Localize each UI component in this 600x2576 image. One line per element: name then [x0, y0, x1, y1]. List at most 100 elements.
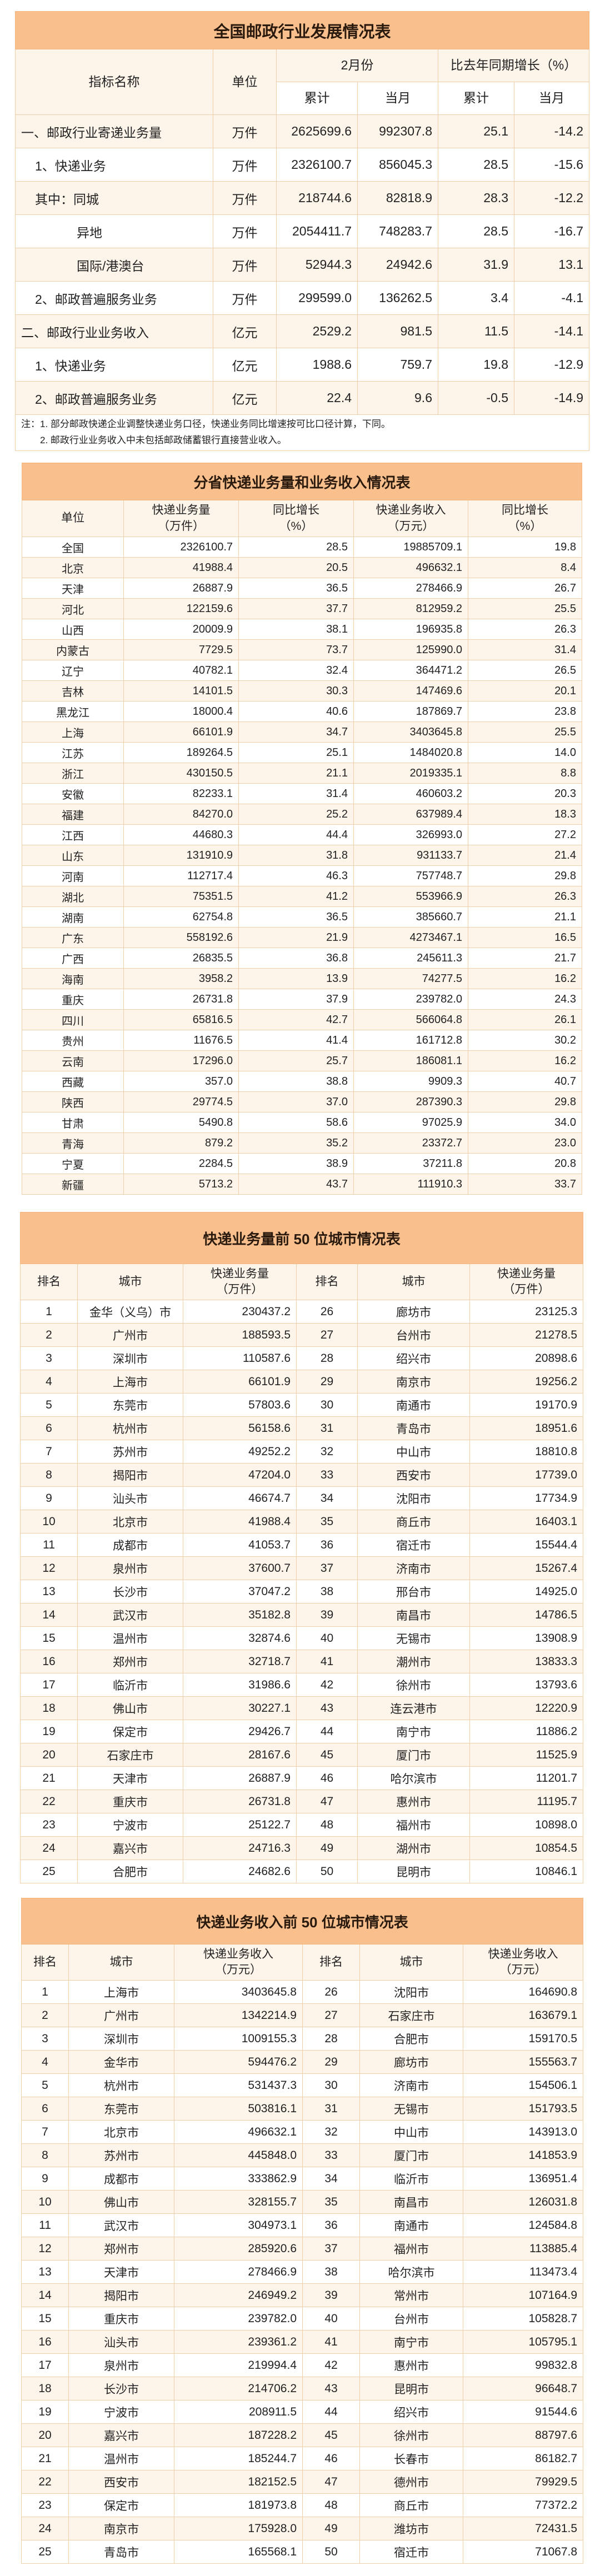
value-cell: 15544.4: [469, 1533, 584, 1557]
value-cell: 430150.5: [123, 763, 239, 784]
value-cell: 15267.4: [469, 1556, 584, 1580]
table-row: 13 长沙市 37047.2 38 邢台市 14925.0: [20, 1580, 584, 1603]
column-header: 城市: [77, 1264, 183, 1300]
value-cell: 20.5: [238, 557, 354, 578]
value-cell: 25.5: [468, 721, 582, 743]
value-cell: 20.8: [468, 1153, 582, 1174]
value-cell: 33.7: [468, 1174, 582, 1195]
table-row: 江西 44680.3 44.4 326993.0 27.2: [22, 824, 582, 845]
label-cell: 7: [20, 1440, 78, 1464]
label-cell: 40: [296, 1626, 358, 1650]
value-cell: 326993.0: [353, 824, 468, 845]
label-cell: 中山市: [359, 2120, 463, 2144]
label-cell: 东莞市: [77, 1393, 183, 1417]
growth-cumulative: 25.1: [438, 114, 514, 148]
label-cell: 23: [20, 1813, 78, 1837]
value-cell: 10898.0: [469, 1813, 584, 1837]
value-cell: 30.2: [468, 1030, 582, 1051]
value-cell: 56158.6: [183, 1416, 297, 1440]
value-cell: 105795.1: [462, 2330, 584, 2354]
header-indicator-name: 指标名称: [15, 49, 213, 115]
label-cell: 14: [20, 1603, 78, 1627]
value-cell: 26.3: [468, 886, 582, 907]
table-row: 二、邮政行业业务收入 亿元 2529.2 981.5 11.5 -14.1: [15, 314, 590, 348]
value-cell: 163679.1: [462, 2003, 584, 2027]
value-cell: 553966.9: [353, 886, 468, 907]
label-cell: 34: [302, 2167, 360, 2191]
month: 981.5: [357, 314, 438, 348]
value-cell: 110587.6: [183, 1346, 297, 1370]
value-cell: 196935.8: [353, 619, 468, 640]
value-cell: 11676.5: [123, 1030, 239, 1051]
value-cell: 1484020.8: [353, 742, 468, 763]
value-cell: 10846.1: [469, 1860, 584, 1883]
table-row: 云南 17296.0 25.7 186081.1 16.2: [22, 1050, 582, 1071]
label-cell: 南昌市: [359, 2190, 463, 2214]
value-cell: 37.7: [238, 598, 354, 619]
value-cell: 122159.6: [123, 598, 239, 619]
value-cell: 26887.9: [183, 1766, 297, 1790]
value-cell: 219994.4: [174, 2353, 303, 2377]
growth-month: -15.6: [513, 148, 590, 182]
table-row: 湖南 62754.8 36.5 385660.7 21.1: [22, 906, 582, 928]
value-cell: 8.4: [468, 557, 582, 578]
label-cell: 4: [21, 2050, 69, 2074]
label-cell: 25: [20, 1860, 78, 1883]
value-cell: 37047.2: [183, 1580, 297, 1603]
table-row: 辽宁 40782.1 32.4 364471.2 26.5: [22, 660, 582, 681]
label-cell: 杭州市: [68, 2073, 174, 2097]
indicator-name: 二、邮政行业业务收入: [15, 314, 213, 348]
label-cell: 8: [21, 2143, 69, 2167]
value-cell: 71067.8: [462, 2540, 584, 2564]
label-cell: 上海市: [68, 1980, 174, 2004]
label-cell: 江西: [22, 824, 124, 845]
table-row: 7 苏州市 49252.2 32 中山市 18810.8: [20, 1440, 584, 1464]
label-cell: 昆明市: [359, 2377, 463, 2400]
value-cell: 29774.5: [123, 1091, 239, 1112]
value-cell: 40782.1: [123, 660, 239, 681]
table-row: 1 上海市 3403645.8 26 沈阳市 164690.8: [21, 1980, 584, 2004]
growth-cumulative: 28.5: [438, 214, 514, 248]
table-row: 9 成都市 333862.9 34 临沂市 136951.4: [21, 2167, 584, 2191]
value-cell: 31.4: [468, 639, 582, 660]
label-cell: 郑州市: [68, 2237, 174, 2261]
table-title: 快递业务收入前 50 位城市情况表: [21, 1898, 584, 1944]
table-row: 21 天津市 26887.9 46 哈尔滨市 11201.7: [20, 1766, 584, 1790]
label-cell: 16: [21, 2330, 69, 2354]
label-cell: 黑龙江: [22, 701, 124, 722]
value-cell: 181973.8: [174, 2493, 303, 2517]
value-cell: 879.2: [123, 1132, 239, 1154]
value-cell: 111910.3: [353, 1174, 468, 1195]
value-cell: 12220.9: [469, 1696, 584, 1720]
top50-city-revenue-table: 快递业务收入前 50 位城市情况表 排名 城市 快递业务收入 （万元） 排名 城市 快递业务…: [21, 1898, 584, 2564]
column-header: 排名: [302, 1944, 360, 1981]
label-cell: 32: [302, 2120, 360, 2144]
label-cell: 南昌市: [357, 1603, 470, 1627]
table-row: 25 青岛市 165568.1 50 宿迁市 71067.8: [21, 2540, 584, 2564]
table-row: 19 宁波市 208911.5 44 绍兴市 91544.6: [21, 2400, 584, 2424]
growth-month: -12.9: [513, 348, 590, 382]
value-cell: 1342214.9: [174, 2003, 303, 2027]
label-cell: 37: [302, 2237, 360, 2261]
label-cell: 广州市: [77, 1323, 183, 1347]
value-cell: 13833.3: [469, 1650, 584, 1673]
label-cell: 20: [20, 1743, 78, 1767]
table-row: 一、邮政行业寄递业务量 万件 2625699.6 992307.8 25.1 -14.2: [15, 114, 590, 148]
value-cell: 182152.5: [174, 2470, 303, 2494]
cumulative: 299599.0: [276, 281, 358, 315]
label-cell: 宿迁市: [357, 1533, 470, 1557]
value-cell: 21278.5: [469, 1323, 584, 1347]
table-row: 甘肃 5490.8 58.6 97025.9 34.0: [22, 1112, 582, 1133]
label-cell: 天津市: [77, 1766, 183, 1790]
growth-month: -12.2: [513, 181, 590, 215]
value-cell: 23.0: [468, 1132, 582, 1154]
label-cell: 40: [302, 2307, 360, 2331]
value-cell: 20009.9: [123, 619, 239, 640]
label-cell: 14: [21, 2283, 69, 2307]
table-row: 16 郑州市 32718.7 41 潮州市 13833.3: [20, 1650, 584, 1673]
label-cell: 绍兴市: [357, 1346, 470, 1370]
value-cell: 43.7: [238, 1174, 354, 1195]
cumulative: 218744.6: [276, 181, 358, 215]
value-cell: 38.1: [238, 619, 354, 640]
cumulative: 2625699.6: [276, 114, 358, 148]
